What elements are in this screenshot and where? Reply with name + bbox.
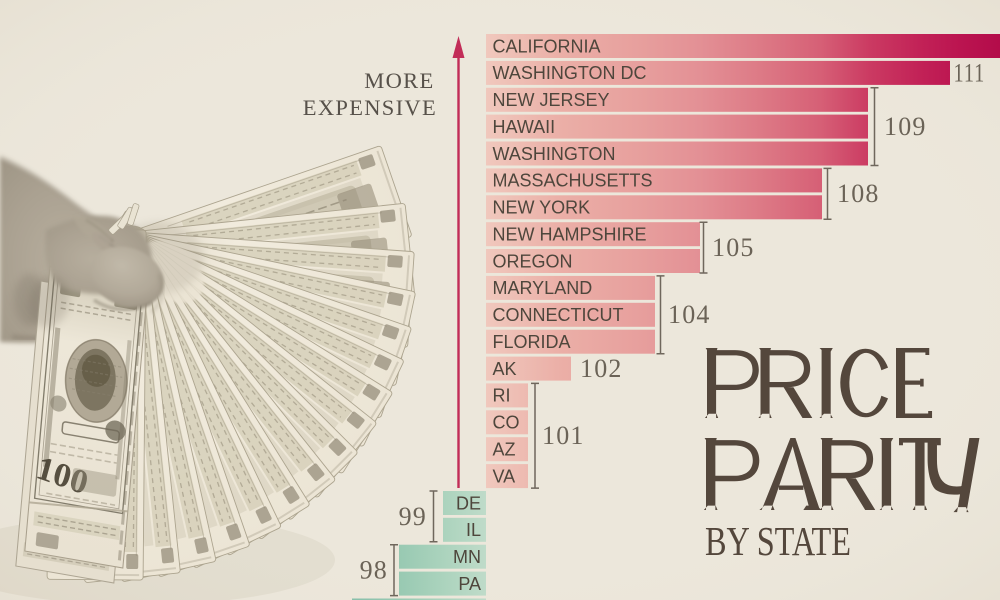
svg-text:MN: MN <box>453 547 481 567</box>
svg-text:PA: PA <box>458 574 481 594</box>
svg-text:98: 98 <box>360 556 388 585</box>
svg-text:IL: IL <box>466 520 481 540</box>
svg-text:CALIFORNIA: CALIFORNIA <box>493 36 601 56</box>
svg-text:NEW HAMPSHIRE: NEW HAMPSHIRE <box>493 225 647 245</box>
svg-text:MASSACHUSETTS: MASSACHUSETTS <box>493 171 653 191</box>
svg-text:109: 109 <box>884 112 927 141</box>
svg-text:AK: AK <box>493 359 517 379</box>
svg-text:EXPENSIVE: EXPENSIVE <box>303 95 437 120</box>
svg-text:FLORIDA: FLORIDA <box>493 332 571 352</box>
svg-text:CO: CO <box>493 413 520 433</box>
svg-text:99: 99 <box>399 502 427 531</box>
svg-text:111: 111 <box>954 59 986 88</box>
svg-text:105: 105 <box>712 233 755 262</box>
svg-text:108: 108 <box>837 179 880 208</box>
svg-text:AZ: AZ <box>493 440 516 460</box>
svg-text:CONNECTICUT: CONNECTICUT <box>493 305 624 325</box>
svg-text:MARYLAND: MARYLAND <box>493 278 593 298</box>
svg-text:NEW JERSEY: NEW JERSEY <box>493 90 610 110</box>
svg-text:BY STATE: BY STATE <box>705 518 851 564</box>
svg-text:DE: DE <box>456 493 481 513</box>
svg-text:VA: VA <box>493 466 516 486</box>
svg-text:OREGON: OREGON <box>493 251 573 271</box>
svg-text:102: 102 <box>580 354 623 383</box>
svg-text:WASHINGTON: WASHINGTON <box>493 144 616 164</box>
svg-text:HAWAII: HAWAII <box>493 117 556 137</box>
svg-text:NEW YORK: NEW YORK <box>493 198 591 218</box>
svg-text:WASHINGTON DC: WASHINGTON DC <box>493 63 647 83</box>
svg-text:MORE: MORE <box>364 68 434 93</box>
svg-text:104: 104 <box>668 300 711 329</box>
svg-text:101: 101 <box>542 421 585 450</box>
svg-text:RI: RI <box>493 386 511 406</box>
